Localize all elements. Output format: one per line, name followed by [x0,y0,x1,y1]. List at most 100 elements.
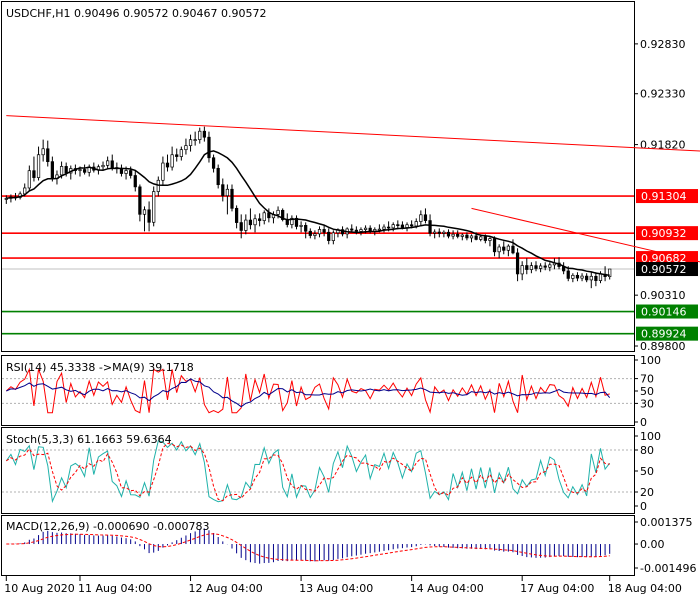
candle-body [437,231,441,234]
candle-body [124,170,128,174]
candle-body [354,229,358,232]
candle-body [363,227,368,230]
candle-body [327,231,331,241]
rsi-panel[interactable] [1,355,635,426]
candle-body [290,217,294,225]
candle-body [258,218,262,221]
candle-body [423,214,428,221]
candle-body [46,148,50,162]
candle-body [41,148,45,156]
candle-body [391,224,395,229]
candle-body [456,233,460,237]
price-badge [636,251,698,266]
candle-body [36,154,41,178]
candle-body [59,166,64,176]
stoch-tick-label: 0 [640,500,647,513]
candle-body [359,229,363,232]
candle-body [101,164,105,168]
candle-body [225,188,230,197]
price-badge-label: 0.90146 [641,306,687,319]
candle-body [469,235,474,239]
candle-body [202,130,206,138]
price-badge [636,304,698,319]
candle-body [460,234,464,237]
candle-body [188,139,193,146]
price-badge [636,262,698,277]
candle-body [548,264,552,268]
candle-body [244,219,248,231]
candle-body [147,209,151,223]
rsi-line [5,367,610,414]
candle-body [589,275,593,281]
candle-body [161,162,165,181]
rsi-tick-label: 50 [640,385,654,398]
candle-body [27,170,31,189]
macd-signal-line [6,533,610,562]
macd-tick-label: -0.001496 [640,562,696,575]
candle-body [525,265,529,270]
rsi-tick-label: 0 [640,416,647,429]
price-header: USDCHF,H1 0.90496 0.90572 0.90467 0.9057… [6,7,267,20]
rsi-ma-line [6,378,611,408]
candle-body [322,229,326,233]
candle-body [377,228,382,231]
candle-body [386,226,391,229]
candle-body [32,170,36,178]
candle-body [520,265,524,275]
candle-body [538,265,543,269]
candle-body [474,235,478,240]
candle-body [184,145,188,151]
candle-body [276,209,280,215]
candle-body [479,236,483,240]
candle-body [82,169,87,173]
rsi-tick-label: 100 [640,354,661,367]
candle-body [488,238,492,241]
price-badge-label: 0.90682 [641,252,687,265]
candle-body [138,186,142,215]
macd-panel[interactable] [1,515,635,576]
candle-body [221,184,225,197]
moving-average-line [6,150,610,276]
trendline [6,115,700,152]
candle-body [608,268,612,277]
candle-body [175,154,179,157]
candle-body [239,222,243,231]
candle-body [133,175,137,188]
candle-body [428,220,432,234]
candle-body [580,275,584,279]
candle-body [382,226,386,230]
candle-body [262,212,266,221]
candle-body [64,166,68,174]
candle-body [193,139,197,141]
candle-body [179,149,183,157]
price-panel[interactable] [1,1,635,352]
price-tick-label: 0.90310 [640,289,686,302]
candle-body [106,160,110,166]
candle-body [248,219,253,226]
price-badge-label: 0.91304 [641,190,687,203]
stoch-panel[interactable] [1,427,635,514]
price-tick-label: 0.89800 [640,340,686,353]
candle-body [299,225,303,227]
candle-body [267,212,271,219]
candle-body [442,231,446,234]
macd-header: MACD(12,26,9) -0.000690 -0.000783 [6,520,209,533]
candle-body [410,224,414,227]
candle-body [529,265,534,270]
candle-body [502,246,506,251]
x-tick-label: 18 Aug 04:00 [608,582,682,595]
candle-body [575,274,580,279]
candle-body [216,167,220,186]
price-badge [636,326,698,341]
candle-body [317,229,322,235]
candle-body [506,245,510,251]
candle-body [543,265,547,268]
candle-body [451,233,455,237]
stoch-tick-label: 20 [640,486,654,499]
candle-body [165,162,170,168]
rsi-tick-label: 70 [640,373,654,386]
candle-body [4,197,8,200]
candle-body [534,265,538,269]
